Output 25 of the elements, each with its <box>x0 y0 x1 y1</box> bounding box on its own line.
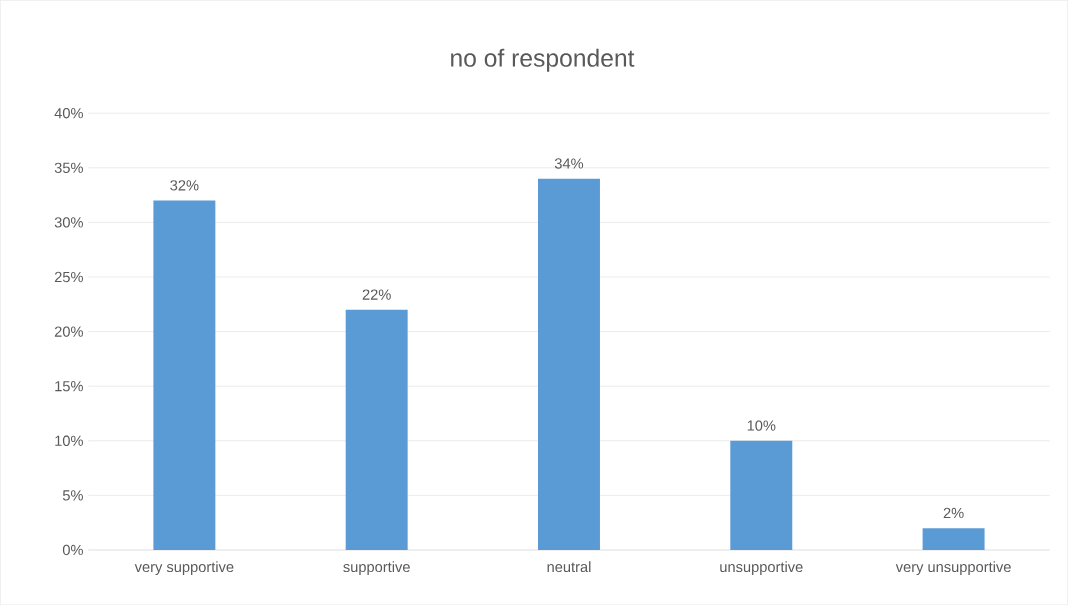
y-tick-label: 35% <box>54 162 83 173</box>
bar <box>538 178 600 550</box>
y-tick-label: 0% <box>62 544 83 556</box>
data-label: 22% <box>362 289 391 300</box>
y-tick-label: 40% <box>54 107 83 119</box>
data-label: 32% <box>170 180 199 191</box>
bar <box>153 200 216 550</box>
chart-title: no of respondent <box>451 48 635 72</box>
y-tick-label: 5% <box>62 490 83 501</box>
x-tick-label: very unsupportive <box>895 561 1011 575</box>
y-tick-label: 15% <box>55 380 83 392</box>
bar <box>345 309 408 550</box>
bar <box>922 528 985 550</box>
data-label: 2% <box>943 507 964 518</box>
y-tick-label: 25% <box>54 271 83 283</box>
x-tick-label: neutral <box>547 561 591 573</box>
data-label: 34% <box>554 158 584 169</box>
x-tick-label: unsupportive <box>720 561 803 575</box>
data-label: 10% <box>747 420 776 431</box>
y-tick-label: 20% <box>54 326 83 337</box>
y-tick-label: 10% <box>55 435 83 446</box>
x-tick-label: very supportive <box>134 561 234 575</box>
x-tick-label: supportive <box>343 561 410 575</box>
bar <box>730 440 793 550</box>
y-tick-label: 30% <box>54 217 83 228</box>
